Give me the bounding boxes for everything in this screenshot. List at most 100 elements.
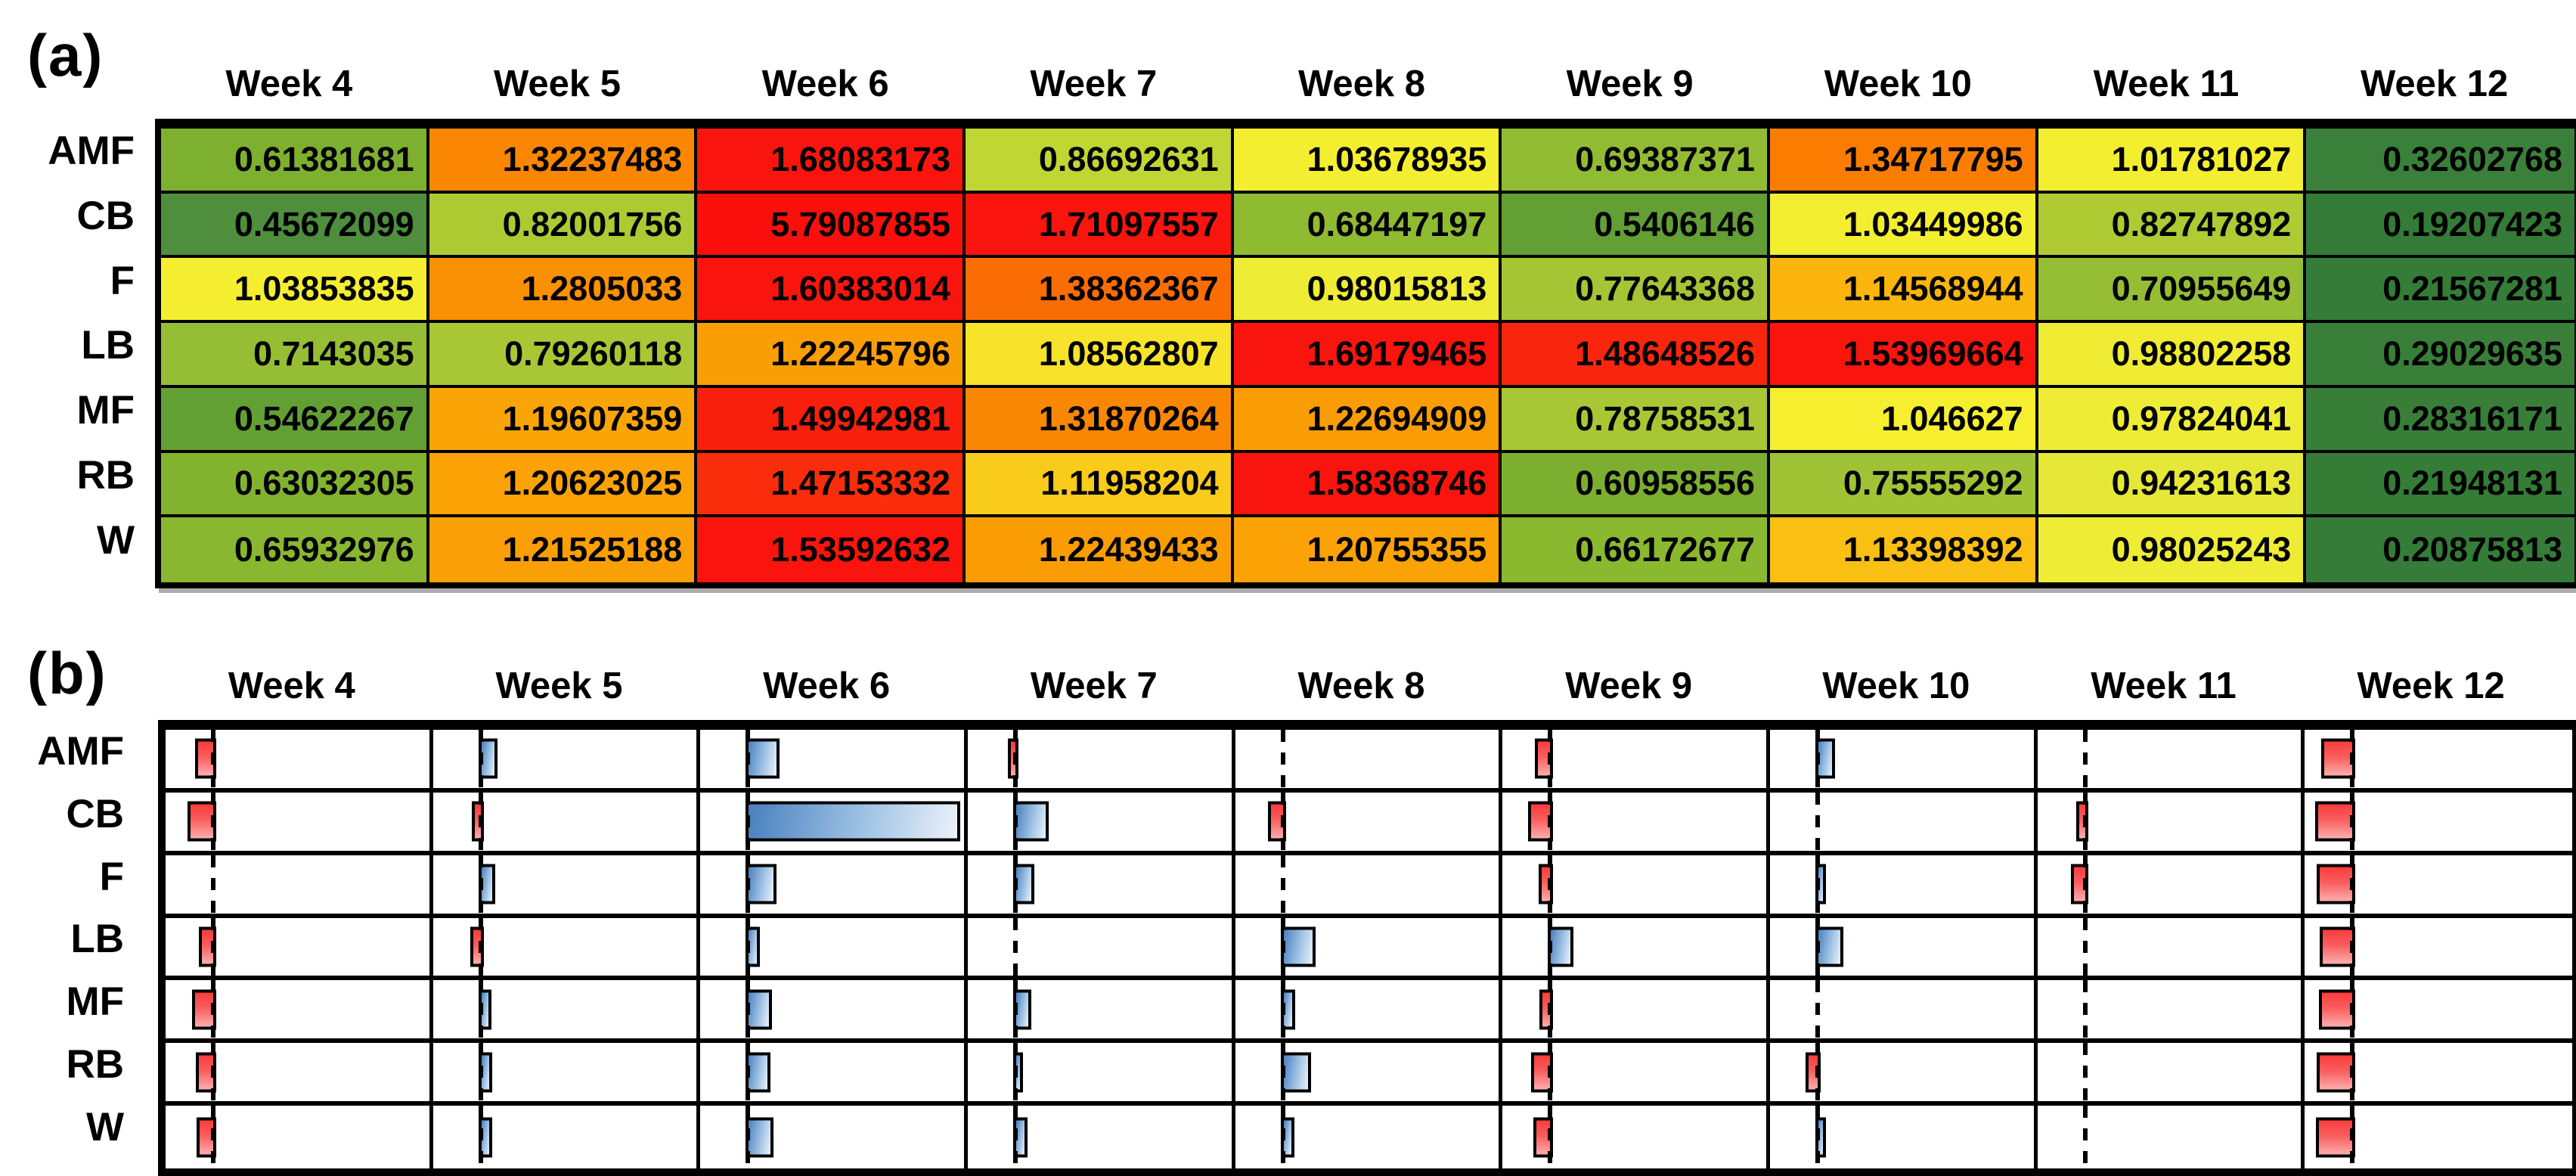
panel-b-header-week-7: Week 7 bbox=[1030, 666, 1158, 706]
baseline-dashed-line bbox=[1012, 1106, 1018, 1168]
heatmap-cell-amf-week-8: 1.03678935 bbox=[1233, 129, 1502, 194]
baseline-dashed-line bbox=[478, 980, 483, 1039]
deviation-cell-cb-week-4 bbox=[166, 792, 433, 855]
heatmap-cell-cb-week-10: 1.03449986 bbox=[1769, 193, 2038, 259]
baseline-dashed-line bbox=[2082, 792, 2088, 851]
baseline-dashed-line bbox=[478, 792, 483, 851]
heatmap-cell-f-week-12: 0.21567281 bbox=[2306, 258, 2574, 324]
deviation-cell-lb-week-5 bbox=[432, 917, 701, 981]
deviation-cell-w-week-10 bbox=[1769, 1106, 2038, 1168]
heatmap-cell-f-week-7: 1.38362367 bbox=[965, 258, 1234, 324]
deviation-cell-w-week-11 bbox=[2037, 1106, 2305, 1168]
baseline-dashed-line bbox=[1280, 792, 1285, 851]
heatmap-cell-w-week-9: 0.66172677 bbox=[1502, 517, 1770, 582]
deviation-cell-w-week-7 bbox=[967, 1106, 1235, 1168]
baseline-dashed-line bbox=[1280, 1106, 1285, 1168]
heatmap-cell-mf-week-6: 1.49942981 bbox=[697, 387, 966, 453]
panel-a-row-label-f: F bbox=[110, 258, 135, 303]
deviation-cell-cb-week-11 bbox=[2037, 792, 2305, 855]
panel-a-header-week-11: Week 11 bbox=[2093, 63, 2240, 104]
heatmap-cell-cb-week-6: 5.79087855 bbox=[697, 193, 966, 259]
deviation-cell-amf-week-10 bbox=[1769, 730, 2038, 793]
heatmap-cell-cb-week-11: 0.82747892 bbox=[2038, 193, 2307, 259]
heatmap-cell-lb-week-10: 1.53969664 bbox=[1769, 323, 2038, 388]
heatmap-cell-rb-week-10: 0.75555292 bbox=[1769, 452, 2038, 518]
deviation-cell-f-week-10 bbox=[1769, 855, 2038, 918]
deviation-bar-amf-week-6 bbox=[746, 738, 780, 779]
deviation-bar-cb-week-12 bbox=[2315, 801, 2356, 842]
deviation-cell-amf-week-5 bbox=[432, 730, 701, 793]
heatmap-cell-rb-week-4: 0.63032305 bbox=[161, 452, 429, 518]
baseline-dashed-line bbox=[211, 980, 215, 1039]
heatmap-cell-lb-week-4: 0.7143035 bbox=[161, 323, 429, 388]
heatmap-cell-rb-week-8: 1.58368746 bbox=[1233, 452, 1502, 518]
baseline-dashed-line bbox=[478, 855, 483, 914]
baseline-dashed-line bbox=[1815, 730, 1820, 788]
heatmap-cell-w-week-7: 1.22439433 bbox=[965, 517, 1234, 582]
heatmap-cell-f-week-5: 1.2805033 bbox=[429, 258, 698, 324]
deviation-cell-rb-week-4 bbox=[166, 1043, 433, 1106]
deviation-bar-cb-week-6 bbox=[746, 801, 961, 842]
deviation-cell-mf-week-5 bbox=[432, 980, 701, 1044]
baseline-dashed-line bbox=[478, 1043, 483, 1102]
baseline-dashed-line bbox=[211, 855, 215, 914]
baseline-dashed-line bbox=[2350, 917, 2355, 976]
heatmap-cell-mf-week-5: 1.19607359 bbox=[429, 387, 698, 453]
panel-b-row-label-f: F bbox=[99, 854, 124, 899]
deviation-bar-lb-week-8 bbox=[1280, 926, 1316, 967]
baseline-dashed-line bbox=[1012, 917, 1018, 976]
baseline-dashed-line bbox=[746, 730, 751, 788]
panel-b-row-label-lb: LB bbox=[70, 917, 124, 962]
deviation-cell-rb-week-7 bbox=[967, 1043, 1235, 1106]
deviation-cell-w-week-12 bbox=[2305, 1106, 2572, 1168]
panel-a-week-headers: Week 4 Week 5 Week 6 Week 7 Week 8 Week 9 Week… bbox=[155, 51, 2568, 116]
panel-b-row-label-amf: AMF bbox=[37, 728, 124, 774]
deviation-cell-mf-week-7 bbox=[967, 980, 1235, 1044]
heatmap-cell-mf-week-9: 0.78758531 bbox=[1502, 387, 1770, 453]
baseline-dashed-line bbox=[211, 917, 215, 976]
baseline-dashed-line bbox=[211, 792, 215, 851]
deviation-cell-f-week-7 bbox=[967, 855, 1235, 918]
panel-b-label: (b) bbox=[27, 640, 107, 706]
heatmap-cell-rb-week-11: 0.94231613 bbox=[2038, 452, 2307, 518]
heatmap-cell-lb-week-8: 1.69179465 bbox=[1233, 323, 1502, 388]
baseline-dashed-line bbox=[1548, 730, 1553, 788]
baseline-dashed-line bbox=[2082, 917, 2088, 976]
baseline-dashed-line bbox=[746, 792, 751, 851]
panel-b-header-week-9: Week 9 bbox=[1565, 666, 1693, 706]
baseline-dashed-line bbox=[1012, 730, 1018, 788]
baseline-dashed-line bbox=[1815, 917, 1820, 976]
heatmap-cell-amf-week-4: 0.61381681 bbox=[161, 129, 429, 194]
baseline-dashed-line bbox=[2082, 1043, 2088, 1102]
baseline-dashed-line bbox=[1815, 980, 1820, 1039]
deviation-cell-amf-week-8 bbox=[1235, 730, 1503, 793]
baseline-dashed-line bbox=[211, 730, 215, 788]
heatmap-cell-amf-week-6: 1.68083173 bbox=[697, 129, 966, 194]
panel-a-header-week-9: Week 9 bbox=[1566, 63, 1694, 104]
deviation-cell-amf-week-4 bbox=[166, 730, 433, 793]
deviation-cell-lb-week-6 bbox=[700, 917, 968, 981]
panel-a-header-week-8: Week 8 bbox=[1298, 63, 1425, 104]
deviation-cell-lb-week-7 bbox=[967, 917, 1235, 981]
panel-b-row-label-cb: CB bbox=[66, 791, 124, 836]
heatmap-cell-w-week-8: 1.20755355 bbox=[1233, 517, 1502, 582]
deviation-bar-w-week-6 bbox=[746, 1117, 774, 1158]
heatmap-cell-cb-week-4: 0.45672099 bbox=[161, 193, 429, 259]
heatmap-cell-f-week-6: 1.60383014 bbox=[697, 258, 966, 324]
panel-a-row-label-w: W bbox=[96, 517, 135, 563]
heatmap-cell-lb-week-9: 1.48648526 bbox=[1502, 323, 1770, 388]
panel-a-row-label-mf: MF bbox=[76, 388, 135, 433]
deviation-bar-f-week-12 bbox=[2317, 864, 2356, 904]
panel-b-row-label-mf: MF bbox=[66, 979, 124, 1025]
baseline-dashed-line bbox=[478, 1106, 483, 1168]
panel-a-header-week-4: Week 4 bbox=[225, 63, 353, 104]
deviation-cell-cb-week-9 bbox=[1502, 792, 1770, 855]
baseline-dashed-line bbox=[2082, 730, 2088, 788]
baseline-dashed-line bbox=[1815, 1043, 1820, 1102]
heatmap-cell-amf-week-10: 1.34717795 bbox=[1769, 129, 2038, 194]
baseline-dashed-line bbox=[746, 980, 751, 1039]
baseline-dashed-line bbox=[1280, 980, 1285, 1039]
deviation-cell-f-week-9 bbox=[1502, 855, 1770, 918]
deviation-cell-mf-week-11 bbox=[2037, 980, 2305, 1044]
heatmap-cell-amf-week-12: 0.32602768 bbox=[2306, 129, 2574, 194]
